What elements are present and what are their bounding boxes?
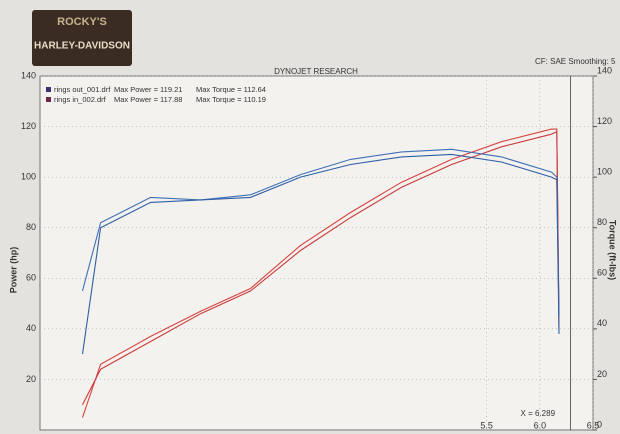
brand-top: ROCKY'S xyxy=(57,16,107,28)
legend-torque: Max Torque = 110.19 xyxy=(196,95,266,104)
legend-power: Max Power = 119.21 xyxy=(114,85,182,94)
y-tick-label: 140 xyxy=(21,70,36,80)
y2-axis-label: Torque (ft-lbs) xyxy=(608,220,618,280)
legend-file: rings in_002.drf xyxy=(54,95,107,104)
series-line xyxy=(81,153,560,355)
y2-tick-label: 100 xyxy=(597,167,612,177)
y2-tick-label: 140 xyxy=(597,65,612,75)
logo xyxy=(32,10,132,66)
y2-tick-label: 80 xyxy=(597,217,607,227)
y2-tick-label: 60 xyxy=(597,268,607,278)
y2-tick-label: 40 xyxy=(597,318,607,328)
legend-torque: Max Torque = 112.64 xyxy=(196,85,266,94)
y-axis-label: Power (hp) xyxy=(8,247,18,294)
x-tick-label: 6.0 xyxy=(534,420,547,430)
series-line xyxy=(81,128,560,418)
brand-bottom: HARLEY-DAVIDSON xyxy=(34,41,130,52)
annotation: X = 6.289 xyxy=(521,409,556,418)
y-tick-label: 40 xyxy=(26,323,36,333)
chart-title: DYNOJET RESEARCH xyxy=(274,67,358,76)
y-tick-label: 100 xyxy=(21,172,36,182)
y-tick-label: 80 xyxy=(26,222,36,232)
y-tick-label: 60 xyxy=(26,273,36,283)
x-tick-label: 5.5 xyxy=(480,420,493,430)
legend-file: rings out_001.drf xyxy=(54,85,111,94)
y2-tick-label: 20 xyxy=(597,369,607,379)
legend-power: Max Power = 117.88 xyxy=(114,95,182,104)
x-tick-label: 6.5 xyxy=(587,420,600,430)
legend-swatch xyxy=(46,87,51,92)
series-line xyxy=(81,148,560,317)
y-tick-label: 20 xyxy=(26,374,36,384)
series-line xyxy=(82,130,560,405)
plot-area xyxy=(39,75,594,431)
legend-swatch xyxy=(46,97,51,102)
settings-text: CF: SAE Smoothing: 5 xyxy=(535,57,616,66)
y-tick-label: 120 xyxy=(21,121,36,131)
y2-tick-label: 120 xyxy=(597,116,612,126)
y2-tick-label: 0 xyxy=(597,419,602,429)
